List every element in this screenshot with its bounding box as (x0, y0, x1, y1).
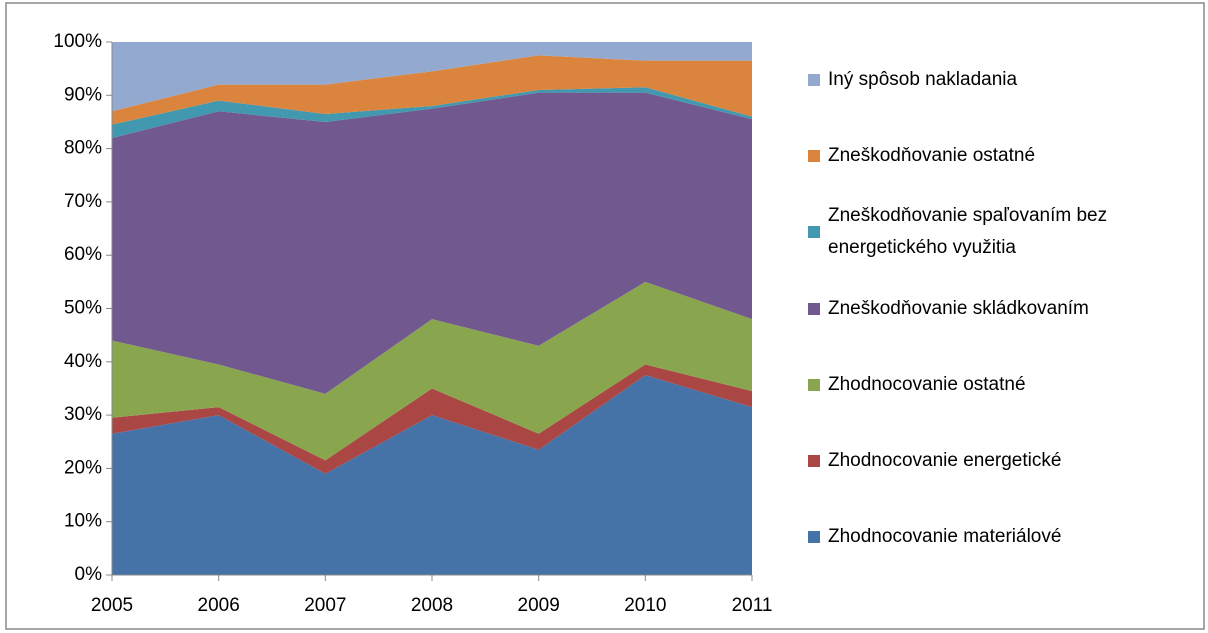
chart-border (5, 2, 1205, 630)
y-tick-label: 20% (64, 457, 102, 478)
x-tick-label: 2009 (518, 595, 560, 616)
x-tick-label: 2011 (732, 595, 773, 616)
legend-label: Zhodnocovanie materiálové (828, 525, 1062, 547)
x-tick-label: 2005 (91, 595, 133, 616)
y-tick-label: 40% (64, 351, 102, 372)
y-tick-label: 30% (64, 404, 102, 425)
area (112, 87, 752, 138)
x-tick-label: 2006 (198, 595, 240, 616)
area (112, 92, 752, 394)
area (112, 375, 752, 575)
legend-item: Zhodnocovanie ostatné (808, 369, 1198, 401)
x-tick-label: 2008 (411, 595, 453, 616)
legend-label: Zneškodňovanie ostatné (828, 145, 1036, 167)
y-tick-label: 80% (64, 138, 102, 159)
legend-swatch (808, 530, 820, 543)
legend-label: Zhodnocovanie ostatné (828, 373, 1026, 395)
legend-swatch (808, 150, 820, 163)
legend-item: Zneškodňovanie skládkovaním (808, 293, 1198, 325)
legend-label: Zneškodňovanie spaľovaním bez energetick… (828, 205, 1108, 259)
legend-swatch (808, 226, 820, 239)
y-tick-label: 100% (53, 31, 102, 52)
legend-item: Zneškodňovanie ostatné (808, 140, 1198, 172)
y-tick-label: 70% (64, 191, 102, 212)
area (112, 42, 752, 112)
legend: Iný spôsob nakladania Zneškodňovanie osta… (808, 42, 1198, 575)
legend-swatch (808, 454, 820, 467)
legend-swatch (808, 74, 820, 87)
y-tick-label: 50% (64, 298, 102, 319)
legend-item: Zhodnocovanie materiálové (808, 521, 1198, 553)
x-tick-label: 2010 (624, 595, 666, 616)
legend-item: Zneškodňovanie spaľovaním bez energetick… (808, 200, 1198, 264)
area (112, 281, 752, 461)
y-tick-label: 90% (64, 84, 102, 105)
y-tick-label: 10% (64, 511, 102, 532)
area (112, 364, 752, 474)
area (112, 55, 752, 125)
legend-item: Zhodnocovanie energetické (808, 445, 1198, 477)
legend-label: Zhodnocovanie energetické (828, 449, 1062, 471)
x-tick-label: 2007 (304, 595, 346, 616)
legend-label: Iný spôsob nakladania (828, 69, 1018, 91)
legend-swatch (808, 302, 820, 315)
y-tick-label: 60% (64, 244, 102, 265)
y-tick-label: 0% (75, 564, 103, 585)
legend-swatch (808, 378, 820, 391)
legend-label: Zneškodňovanie skládkovaním (828, 297, 1089, 319)
legend-item: Iný spôsob nakladania (808, 64, 1198, 96)
